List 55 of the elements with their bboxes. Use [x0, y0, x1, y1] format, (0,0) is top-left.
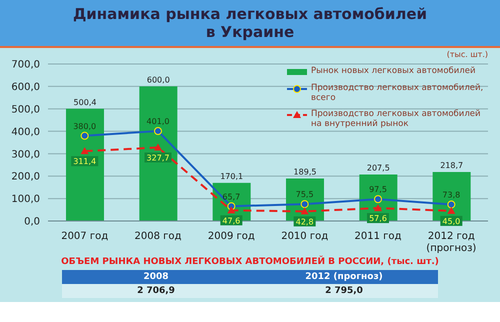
text: 2 706,9 [136, 285, 176, 298]
bar [139, 86, 178, 221]
text: 2012 (прогноз) [304, 271, 384, 284]
point [80, 132, 89, 140]
chart-title: Динамика рынка легковых автомобилей в Украине [0, 0, 500, 48]
text: 2008 [142, 271, 170, 284]
point [374, 195, 382, 204]
text: 2 795,0 [324, 285, 364, 298]
data-label: 500,4 [74, 98, 96, 107]
data-label: 218,7 [440, 160, 464, 170]
text: ОБЪЕМ РЫНКА НОВЫХ ЛЕГКОВЫХ АВТОМОБИЛЕЙ В РОССИИ, (тыс. шт.) [60, 257, 440, 267]
data-label: 401,0 [146, 117, 170, 126]
x-tick-label: 2007 год [61, 231, 108, 242]
y-tick-label: 200,0 [11, 172, 40, 183]
text: (тыс. шт.) [446, 50, 488, 59]
point [447, 200, 456, 208]
y-tick-label: 100,0 [11, 194, 40, 206]
point [374, 204, 382, 212]
y-tick-label: 300,0 [11, 149, 40, 160]
x-tick-label: 2012 год (прогноз) [426, 231, 476, 254]
point [154, 127, 162, 136]
data-label: 73,8 [442, 190, 460, 200]
legend-label: Производство легковых автомобилей, всего [311, 83, 484, 103]
data-label: 170,1 [220, 172, 244, 181]
point [300, 207, 309, 214]
data-label: 207,5 [366, 163, 390, 172]
data-label: 75,5 [296, 190, 314, 200]
y-tick-label: 600,0 [11, 82, 40, 93]
data-label: 42,8 [296, 217, 314, 226]
point [227, 206, 236, 214]
data-label: 47,6 [222, 216, 240, 226]
point [154, 144, 162, 150]
data-label: 45,0 [442, 216, 460, 226]
x-tick-label: 2010 год [281, 231, 328, 242]
x-tick-label: 2008 год [134, 231, 182, 242]
data-label: 380,0 [73, 122, 96, 131]
data-label: 97,5 [369, 185, 387, 194]
data-label: 311,4 [73, 157, 96, 166]
y-tick-label: 700,0 [11, 60, 40, 71]
y-tick-label: 500,0 [11, 104, 40, 116]
data-label: 189,5 [294, 168, 316, 176]
data-label: 57,6 [369, 214, 387, 224]
point [300, 200, 309, 208]
y-tick-label: 400,0 [11, 126, 40, 138]
legend-label: Рынок новых легковых автомобилей [311, 66, 476, 76]
point [80, 147, 89, 154]
x-tick-label: 2011 год [354, 231, 402, 242]
data-label: 65,7 [222, 192, 240, 202]
x-tick-label: 2009 год [208, 231, 255, 242]
point [447, 206, 456, 214]
bar [66, 108, 104, 221]
data-label: 327,7 [146, 154, 170, 162]
y-tick-label: 0,0 [24, 216, 40, 228]
legend-label: Производство легковых автомобилей на внутренний рынок [311, 109, 482, 129]
data-label: 600,0 [146, 75, 170, 84]
